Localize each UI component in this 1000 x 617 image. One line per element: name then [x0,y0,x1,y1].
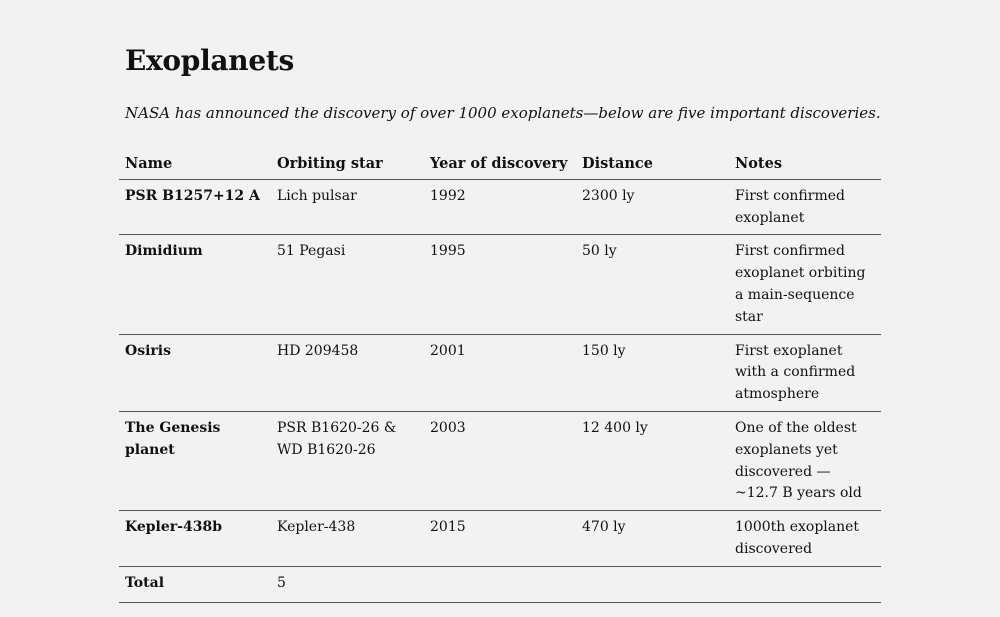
cell-distance: 12 400 ly [576,411,729,512]
cell-year: 2003 [424,411,576,512]
cell-notes: First confirmed exoplanet orbiting a mai… [729,234,881,335]
footer-empty-cell [576,566,729,603]
table-row: Kepler-438b Kepler-438 2015 470 ly 1000t… [119,510,881,567]
page-title: Exoplanets [125,44,294,77]
table-row: Dimidium 51 Pegasi 1995 50 ly First conf… [119,234,881,335]
cell-orbiting-star: 51 Pegasi [271,234,424,335]
intro-text: NASA has announced the discovery of over… [125,104,881,122]
footer-empty-cell [424,566,576,603]
cell-distance: 150 ly [576,334,729,412]
cell-name: PSR B1257+12 A [119,179,271,236]
cell-name: Kepler-438b [119,510,271,567]
cell-orbiting-star: Lich pulsar [271,179,424,236]
cell-notes: One of the oldest exoplanets yet discove… [729,411,881,512]
cell-year: 2015 [424,510,576,567]
header-name: Name [119,146,271,180]
cell-orbiting-star: PSR B1620-26 & WD B1620-26 [271,411,424,512]
table-footer-row: Total 5 [119,566,881,603]
cell-distance: 50 ly [576,234,729,335]
exoplanets-table: Name Orbiting star Year of discovery Dis… [119,146,881,603]
table-row: Osiris HD 209458 2001 150 ly First exopl… [119,334,881,412]
header-notes: Notes [729,146,881,180]
total-value: 5 [271,566,424,603]
cell-name: The Genesis planet [119,411,271,512]
cell-year: 1995 [424,234,576,335]
total-label: Total [119,566,271,603]
cell-orbiting-star: Kepler-438 [271,510,424,567]
cell-orbiting-star: HD 209458 [271,334,424,412]
cell-notes: 1000th exoplanet discovered [729,510,881,567]
cell-name: Osiris [119,334,271,412]
cell-notes: First exoplanet with a confirmed atmosph… [729,334,881,412]
cell-distance: 470 ly [576,510,729,567]
cell-year: 1992 [424,179,576,236]
cell-name: Dimidium [119,234,271,335]
header-orbiting-star: Orbiting star [271,146,424,180]
cell-year: 2001 [424,334,576,412]
table-row: The Genesis planet PSR B1620-26 & WD B16… [119,411,881,512]
table-row: PSR B1257+12 A Lich pulsar 1992 2300 ly … [119,179,881,236]
cell-distance: 2300 ly [576,179,729,236]
header-year-of-discovery: Year of discovery [424,146,576,180]
footer-empty-cell [729,566,881,603]
header-distance: Distance [576,146,729,180]
cell-notes: First confirmed exoplanet [729,179,881,236]
table-header-row: Name Orbiting star Year of discovery Dis… [119,146,881,180]
